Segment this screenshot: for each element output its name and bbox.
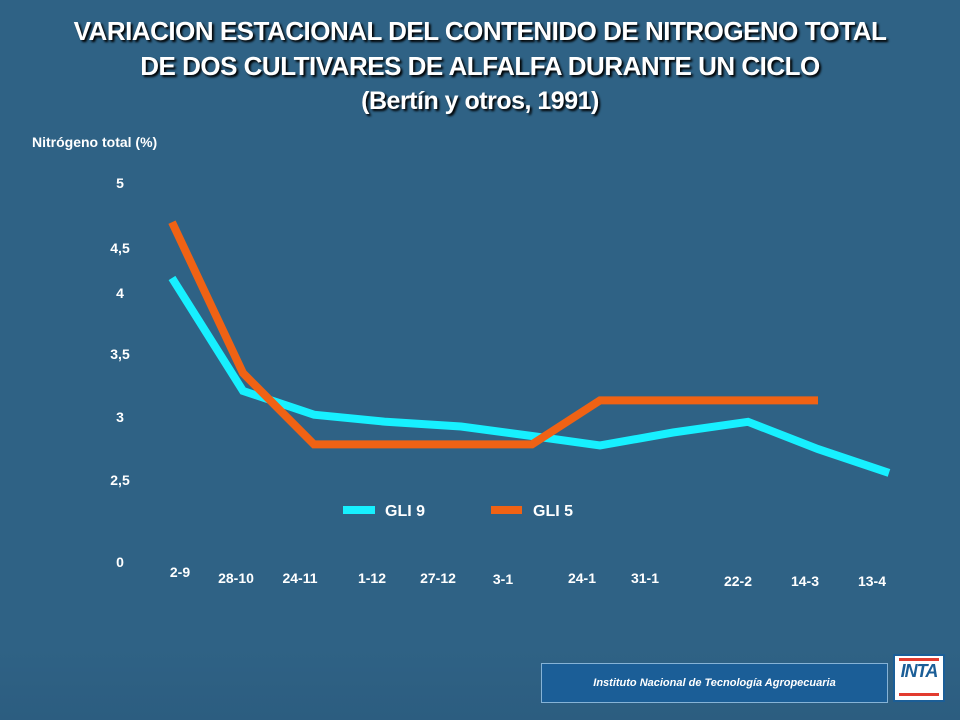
x-tick-label: 22-2	[724, 573, 752, 589]
y-tick-label: 5	[116, 175, 124, 191]
y-tick-label: 3,5	[110, 346, 130, 362]
x-tick-label: 31-1	[631, 570, 659, 586]
inta-logo: INTA	[893, 654, 945, 702]
y-tick-label: 4	[116, 285, 124, 301]
x-tick-label: 13-4	[858, 573, 886, 589]
chart-title: VARIACION ESTACIONAL DEL CONTENIDO DE NI…	[0, 14, 960, 118]
x-tick-label: 3-1	[493, 571, 513, 587]
legend-label-gli-9: GLI 9	[385, 503, 425, 520]
x-tick-label: 1-12	[358, 570, 386, 586]
line-chart: 0 2,5 3 3,5 4 4,5 5 2-9 28-10 24-11 1-12 27-12 3-1 24…	[110, 175, 891, 589]
title-line-3: (Bertín y otros, 1991)	[361, 87, 599, 115]
y-tick-label: 4,5	[110, 240, 130, 256]
title-line-1: VARIACION ESTACIONAL DEL CONTENIDO DE NI…	[73, 16, 887, 46]
x-tick-label: 24-11	[282, 570, 317, 586]
series-line-gli-5	[168, 220, 818, 449]
y-tick-label: 2,5	[110, 472, 130, 488]
y-axis-label: Nitrógeno total (%)	[32, 134, 158, 150]
title-line-2: DE DOS CULTIVARES DE ALFALFA DURANTE UN …	[140, 51, 820, 81]
x-tick-label: 24-1	[568, 570, 596, 586]
x-tick-label: 28-10	[218, 570, 254, 586]
y-tick-label: 0	[116, 554, 124, 570]
series-line-gli-9	[168, 275, 891, 477]
legend-label-gli-5: GLI 5	[533, 503, 573, 520]
institution-name: Instituto Nacional de Tecnología Agropec…	[593, 677, 836, 689]
logo-top-bar	[899, 658, 939, 661]
y-tick-label: 3	[116, 409, 124, 425]
x-tick-label: 27-12	[420, 570, 456, 586]
logo-bottom-bar	[899, 693, 939, 696]
x-tick-label: 14-3	[791, 573, 819, 589]
institution-banner: Instituto Nacional de Tecnología Agropec…	[541, 663, 888, 703]
x-tick-label: 2-9	[170, 564, 190, 580]
logo-text: INTA	[900, 661, 939, 681]
